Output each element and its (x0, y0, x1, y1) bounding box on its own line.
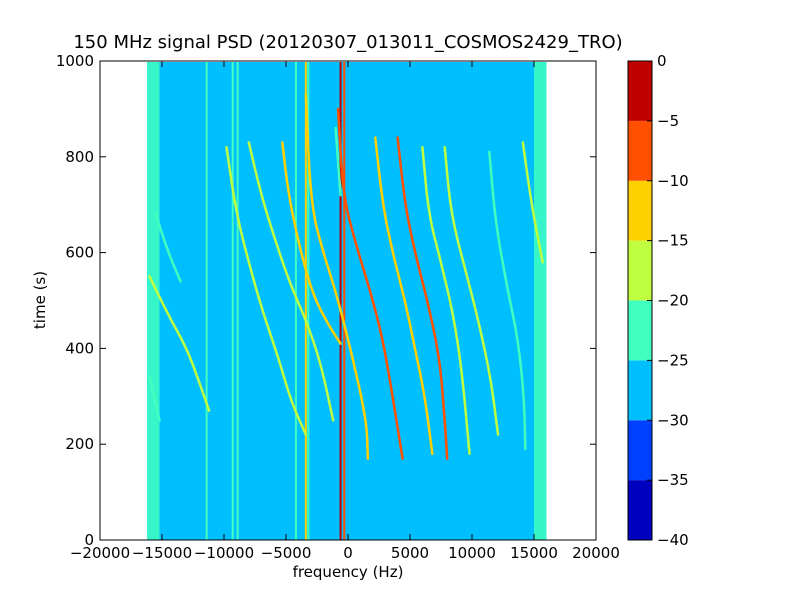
plot-area (99, 60, 597, 541)
signal-track-11 (421, 145, 471, 456)
x-tick-label: −20000 (70, 544, 130, 562)
colorbar-level-4 (628, 240, 652, 301)
colorbar-tick-label: 0 (657, 52, 667, 70)
signal-track-7 (336, 107, 404, 460)
y-tick-label: 400 (65, 339, 94, 357)
x-tick-label: 0 (343, 544, 353, 562)
colorbar-tick-label: −10 (657, 172, 689, 190)
signal-track-9 (374, 136, 434, 456)
y-axis-label: time (s) (31, 271, 49, 329)
y-axis-ticks: 0 200 400 600 800 1000 (56, 52, 596, 549)
x-tick-label: −5000 (261, 544, 312, 562)
band-edge-right (534, 62, 547, 540)
signal-track-4 (247, 141, 335, 422)
x-tick-label: −10000 (194, 544, 254, 562)
colorbar-tick-label: −40 (657, 531, 689, 549)
colorbar (627, 60, 653, 541)
colorbar-ticks: 0 −5 −10 −15 −20 −25 −30 −35 −40 (647, 52, 689, 549)
band-background (147, 62, 547, 540)
signal-track-0 (148, 275, 211, 412)
signal-track-2 (154, 213, 182, 283)
y-tick-label: 600 (65, 244, 94, 262)
signal-track-1 (148, 375, 161, 422)
colorbar-tick-label: −15 (657, 232, 689, 250)
band-edge-left (147, 62, 160, 540)
chart-title: 150 MHz signal PSD (20120307_013011_COSM… (73, 32, 622, 53)
signal-track-13 (488, 150, 510, 293)
signal-track-3 (225, 145, 308, 436)
x-tick-label: −15000 (132, 544, 192, 562)
colorbar-level-3 (628, 300, 652, 361)
signal-tracks (148, 93, 544, 460)
signal-track-5 (281, 141, 342, 345)
x-tick-label: 5000 (391, 544, 429, 562)
colorbar-tick-label: −35 (657, 471, 689, 489)
colorbar-level-6 (628, 120, 652, 181)
colorbar-tick-label: −20 (657, 292, 689, 310)
colorbar-tick-label: −30 (657, 411, 689, 429)
x-axis-label: frequency (Hz) (293, 563, 404, 581)
colorbar-tick-label: −25 (657, 351, 689, 369)
colorbar-level-1 (628, 420, 652, 481)
colorbar-level-7 (628, 61, 652, 121)
y-tick-label: 0 (84, 531, 94, 549)
x-tick-label: 15000 (510, 544, 558, 562)
x-tick-label: 20000 (572, 544, 620, 562)
colorbar-level-5 (628, 180, 652, 241)
colorbar-tick-label: −5 (657, 112, 679, 130)
signal-track-10 (396, 136, 449, 460)
signal-track-12 (443, 145, 500, 436)
signal-track-14 (506, 289, 527, 451)
y-tick-label: 800 (65, 148, 94, 166)
signal-track-8 (334, 126, 342, 197)
y-tick-label: 200 (65, 435, 94, 453)
signal-track-6 (304, 93, 370, 460)
signal-band (147, 62, 547, 540)
signal-track-15 (521, 141, 544, 264)
colorbar-level-2 (628, 360, 652, 421)
y-tick-label: 1000 (56, 52, 94, 70)
vertical-lines (205, 62, 346, 540)
x-axis-ticks: −20000 −15000 −10000 −5000 0 5000 10000 15000 20… (70, 61, 620, 562)
colorbar-level-0 (628, 480, 652, 540)
x-tick-label: 10000 (448, 544, 496, 562)
